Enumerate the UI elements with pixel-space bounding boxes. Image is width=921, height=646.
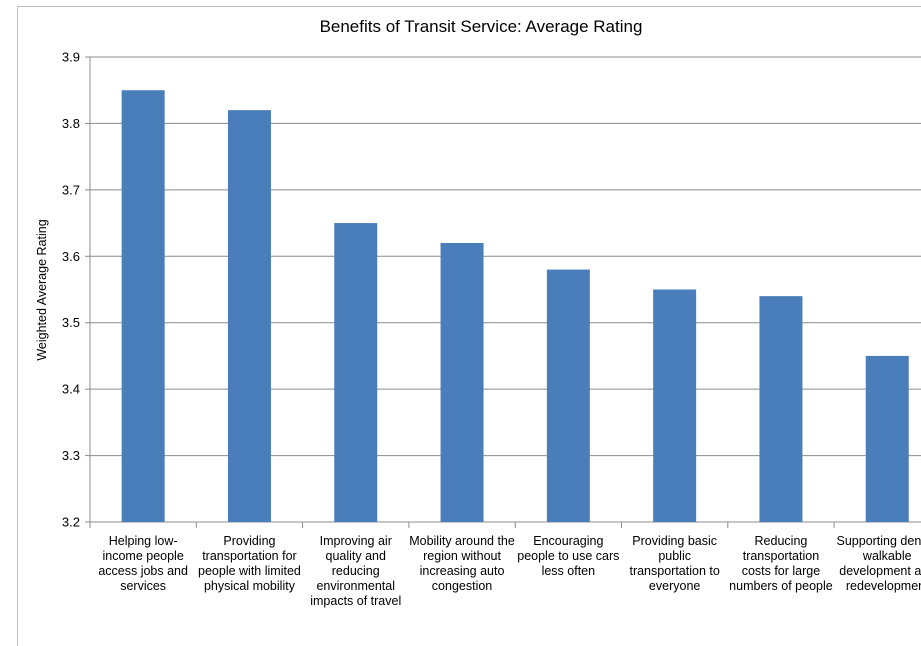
x-tick-label: Reducing transportation costs for large …: [729, 534, 833, 593]
chart-border: [17, 6, 921, 646]
bar: [227, 110, 271, 523]
x-tick-label: Supporting dense, walkable development a…: [836, 534, 921, 593]
y-tick-label: 3.2: [62, 515, 80, 530]
y-axis-label: Weighted Average Rating: [35, 219, 49, 360]
y-tick-label: 3.3: [62, 448, 80, 463]
y-tick-label: 3.7: [62, 182, 80, 197]
x-tick-label: Providing basic public transportation to…: [629, 534, 720, 593]
bar: [759, 296, 803, 522]
y-tick-label: 3.8: [62, 116, 80, 131]
bar: [653, 289, 697, 522]
x-tick-label: Providing transportation for people with…: [198, 534, 301, 593]
bar: [546, 269, 590, 522]
x-tick-label: Mobility around the region without incre…: [409, 534, 515, 593]
bar: [440, 243, 484, 522]
x-tick-label: Helping low-income people access jobs an…: [98, 534, 188, 593]
y-tick-label: 3.9: [62, 50, 80, 65]
x-tick-label: Improving air quality and reducing envir…: [310, 534, 402, 608]
y-tick-label: 3.6: [62, 249, 80, 264]
x-tick-label: Encouraging people to use cars less ofte…: [517, 534, 620, 578]
chart-title: Benefits of Transit Service: Average Rat…: [320, 17, 643, 36]
bar: [865, 355, 909, 522]
bar: [334, 223, 378, 523]
bar: [121, 90, 165, 522]
y-tick-label: 3.4: [62, 382, 80, 397]
y-tick-label: 3.5: [62, 315, 80, 330]
